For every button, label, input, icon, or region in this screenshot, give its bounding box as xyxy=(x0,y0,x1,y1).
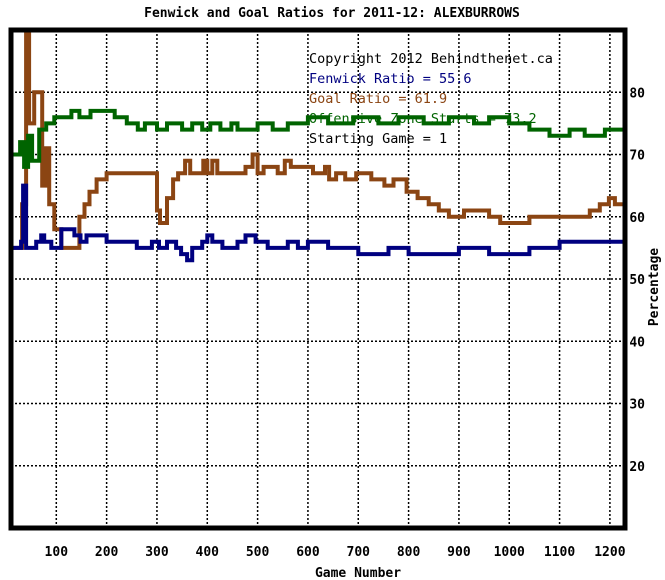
x-tick-label: 100 xyxy=(45,545,69,560)
x-tick-label: 500 xyxy=(246,545,270,560)
x-tick-label: 700 xyxy=(347,545,371,560)
annotation-text: Goal Ratio = 61.9 xyxy=(309,91,447,107)
x-tick-label: 1200 xyxy=(594,545,625,560)
x-tick-label: 1100 xyxy=(544,545,575,560)
y-tick-label: 70 xyxy=(629,149,645,164)
y-tick-label: 40 xyxy=(629,335,645,350)
x-tick-label: 200 xyxy=(95,545,119,560)
legend-annotations: Copyright 2012 Behindthenet.ca Fenwick Ra… xyxy=(309,51,553,147)
y-tick-label: 30 xyxy=(629,398,645,413)
series-line xyxy=(11,108,623,169)
y-axis-label: Percentage xyxy=(647,248,662,326)
chart-title: Fenwick and Goal Ratios for 2011-12: ALE… xyxy=(144,6,520,21)
x-tick-label: 400 xyxy=(196,545,220,560)
x-tick-label: 300 xyxy=(145,545,169,560)
annotation-text: Offensive Zone Starts = 73.2 xyxy=(309,111,537,127)
tick-labels: 100 200 300 400 500 600 700 800 900 1000 1100 1200 2… xyxy=(45,86,646,560)
x-tick-label: 600 xyxy=(296,545,320,560)
y-tick-label: 80 xyxy=(629,86,645,101)
x-tick-label: 1000 xyxy=(494,545,525,560)
x-tick-label: 900 xyxy=(447,545,471,560)
annotation-text: Copyright 2012 Behindthenet.ca xyxy=(309,51,553,67)
y-tick-label: 60 xyxy=(629,211,645,226)
x-axis-label: Game Number xyxy=(315,566,401,580)
y-tick-label: 20 xyxy=(629,460,645,475)
y-tick-label: 50 xyxy=(629,273,645,288)
series-line xyxy=(11,28,623,250)
x-tick-label: 800 xyxy=(397,545,421,560)
series-lines xyxy=(11,28,623,263)
grid-lines xyxy=(11,30,625,528)
plot-frame xyxy=(8,27,628,531)
annotation-text: Fenwick Ratio = 55.6 xyxy=(309,71,472,87)
series-line xyxy=(11,183,623,263)
annotation-text: Starting Game = 1 xyxy=(309,131,447,147)
